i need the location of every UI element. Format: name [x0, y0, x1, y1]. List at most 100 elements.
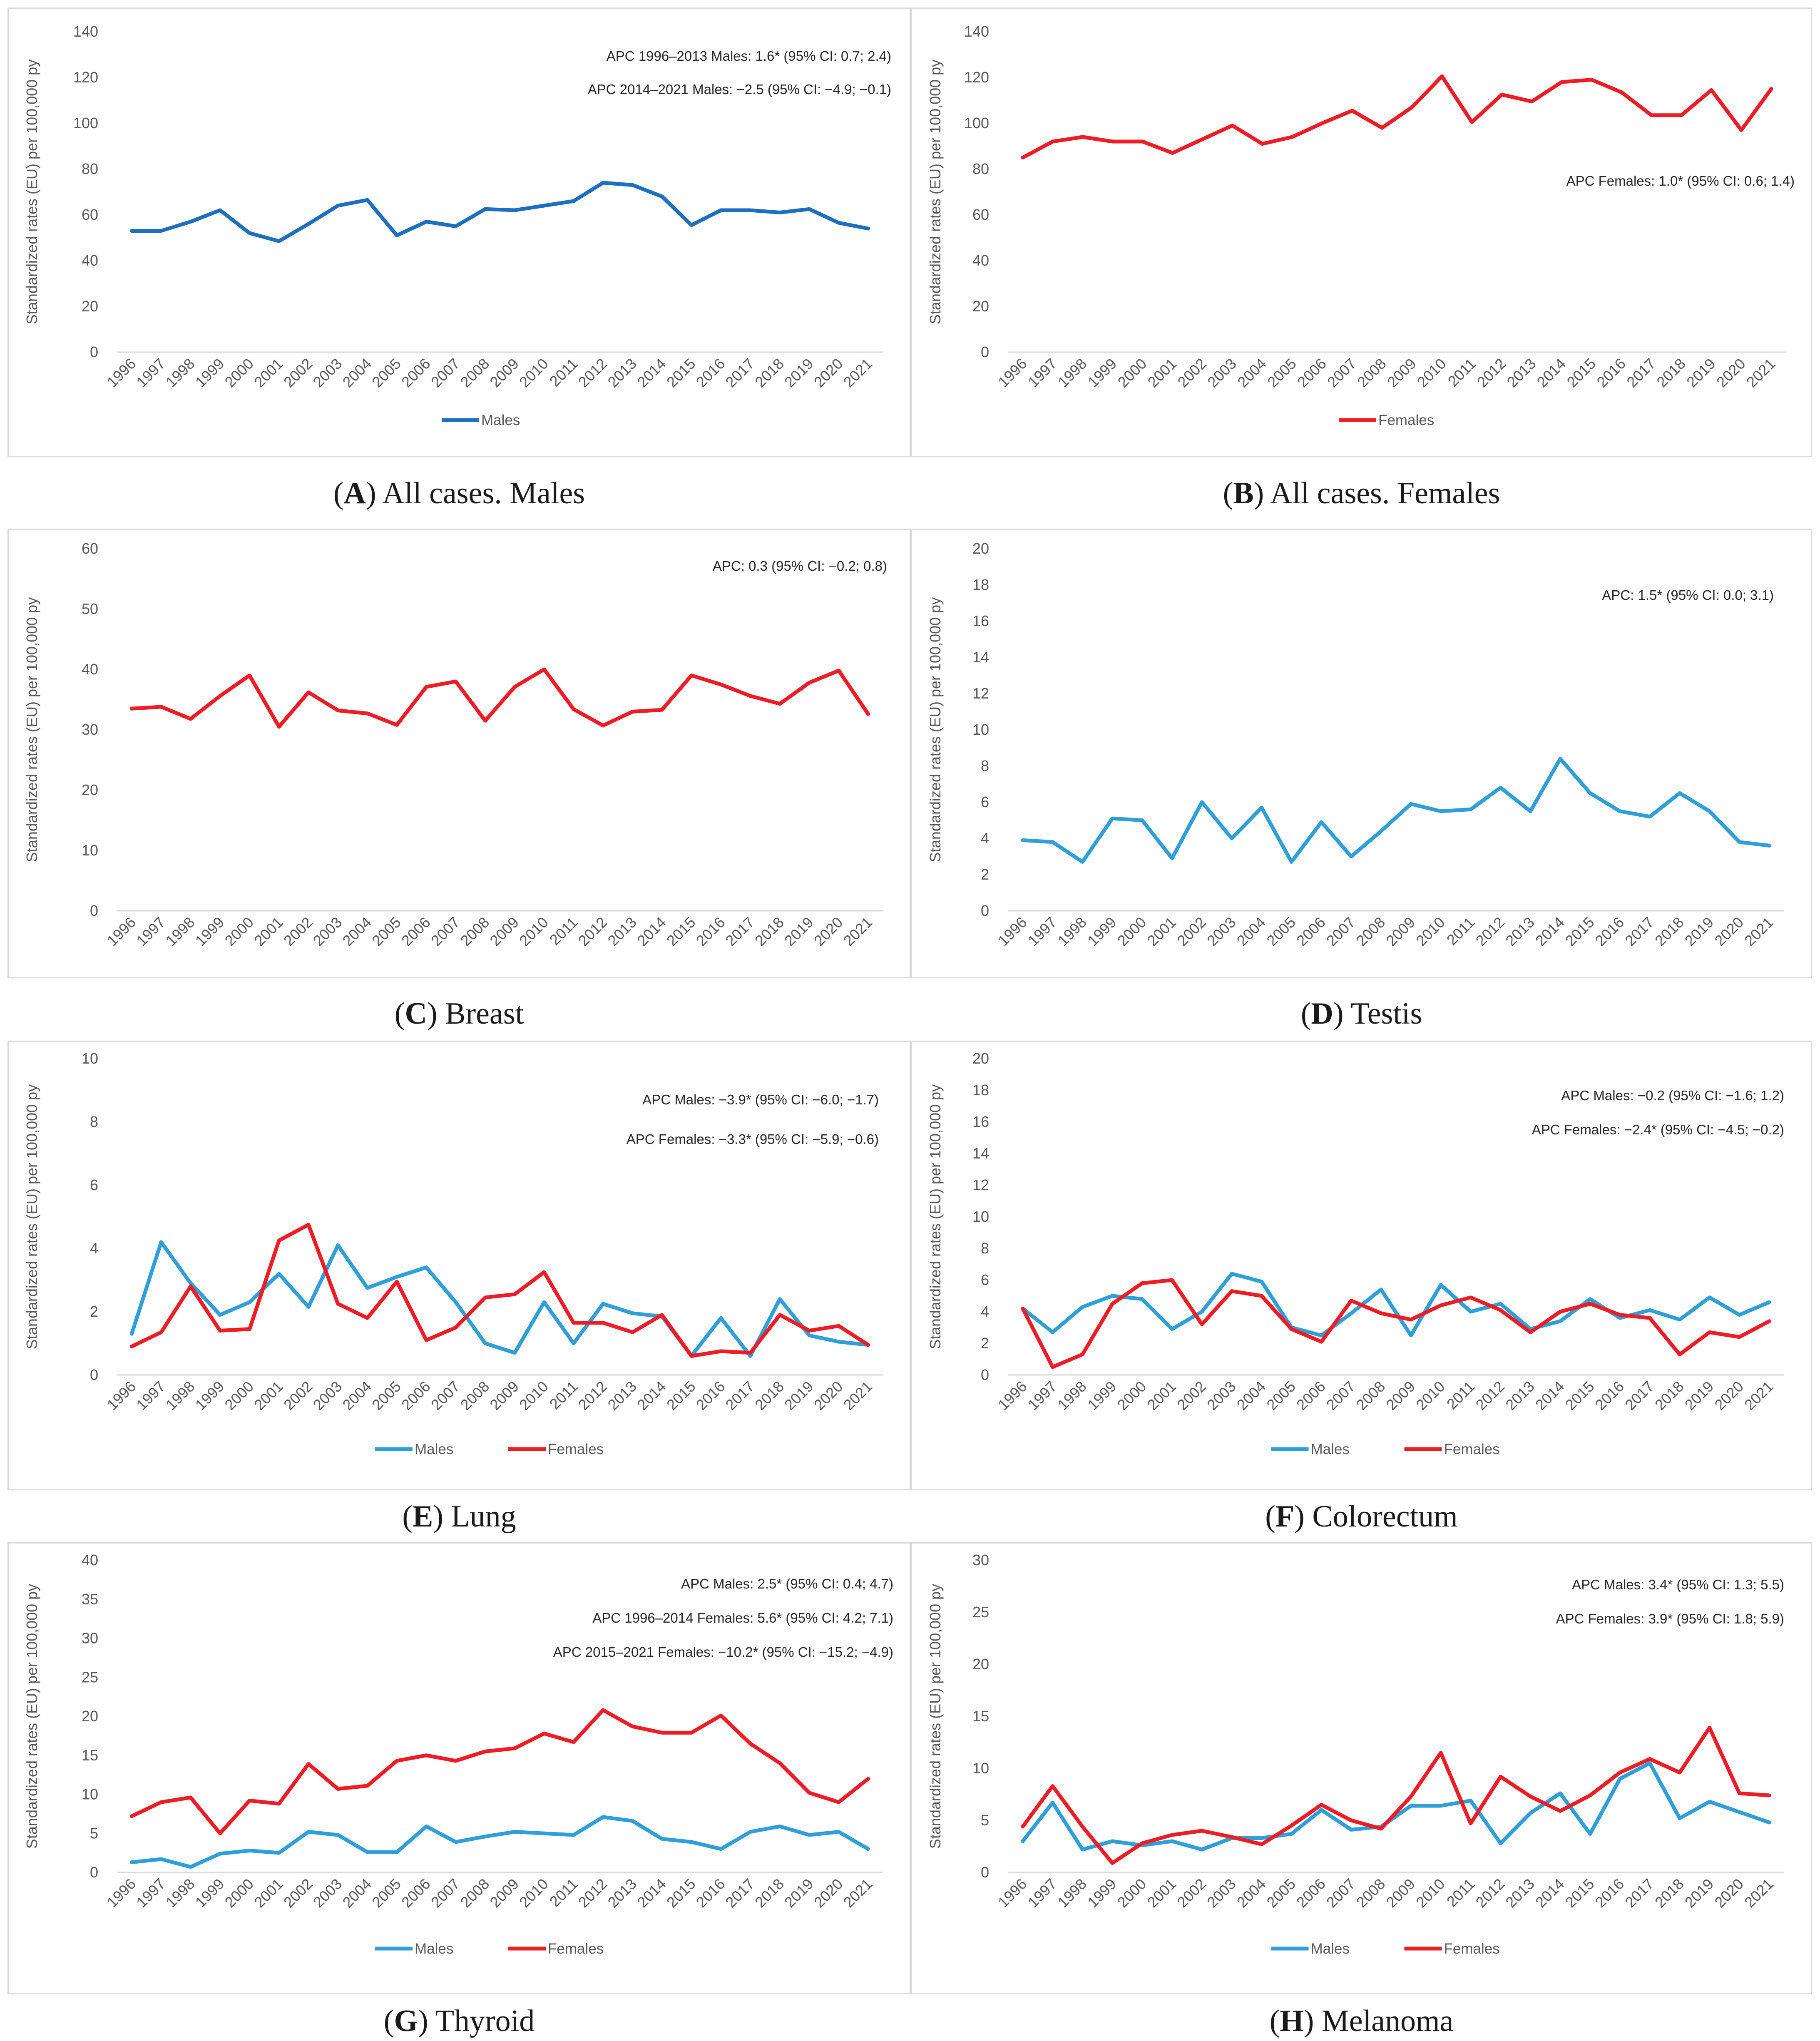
y-tick-label-c: 60 [82, 540, 98, 557]
y-tick-label-f: 14 [972, 1145, 989, 1162]
x-tick-label-g: 2005 [368, 1875, 404, 1911]
y-tick-label-f: 8 [981, 1240, 989, 1257]
x-tick-label-f: 2019 [1681, 1378, 1717, 1414]
x-tick-label-e: 2014 [634, 1378, 669, 1414]
caption-a-letter: A [343, 476, 366, 510]
chart-f: Standardized rates (EU) per 100,000 py 0 2… [927, 1050, 1784, 1457]
caption-a: (A) All cases. Males [333, 476, 585, 510]
x-tick-label-g: 2006 [398, 1875, 434, 1911]
x-tick-label-e: 2015 [663, 1378, 699, 1414]
x-tick-label-d: 1997 [1024, 914, 1060, 950]
x-tick-label-e: 2019 [781, 1378, 817, 1414]
x-tick-label-f: 2006 [1293, 1378, 1329, 1414]
apc-annotation-b: APC Females: 1.0* (95% CI: 0.6; 1.4) [1566, 173, 1795, 189]
x-tick-label-a: 2012 [575, 355, 611, 391]
caption-e-letter: E [412, 1499, 433, 1534]
caption-a-title: All cases. Males [382, 476, 585, 510]
caption-f: (F) Colorectum [1265, 1499, 1458, 1534]
x-tick-label-d: 1998 [1054, 914, 1090, 950]
chart-a: Standardized rates (EU) per 100,000 py 0 2… [23, 23, 891, 428]
series-line-females-g [129, 1708, 870, 1835]
y-tick-label-c: 10 [82, 842, 98, 859]
y-axis-title-d: Standardized rates (EU) per 100,000 py [927, 597, 944, 862]
x-tick-label-a: 2014 [634, 355, 669, 391]
x-tick-label-e: 2018 [751, 1378, 787, 1414]
x-tick-label-b: 2009 [1384, 355, 1420, 391]
chart-panel-c: Standardized rates (EU) per 100,000 py 0 1… [7, 529, 911, 978]
x-tick-label-c: 2005 [368, 914, 404, 950]
caption-f-letter: F [1275, 1499, 1295, 1534]
x-tick-label-d: 2000 [1114, 914, 1150, 950]
x-tick-label-a: 2010 [516, 355, 552, 391]
apc-annotation-f: APC Females: −2.4* (95% CI: −4.5; −0.2) [1532, 1122, 1784, 1137]
x-tick-label-e: 2021 [840, 1378, 876, 1414]
x-tick-label-f: 2014 [1532, 1378, 1568, 1414]
series-line-males-f [1021, 1272, 1771, 1337]
caption-g-letter: G [394, 2004, 418, 2038]
x-tick-label-a: 2020 [811, 355, 846, 391]
legend-label-females-b: Females [1378, 412, 1434, 428]
y-tick-label-e: 4 [90, 1240, 98, 1257]
x-tick-label-h: 2008 [1353, 1875, 1389, 1911]
x-tick-label-f: 2020 [1711, 1378, 1747, 1414]
x-tick-label-g: 2000 [221, 1875, 257, 1911]
y-tick-label-f: 0 [981, 1366, 989, 1383]
x-tick-label-f: 2008 [1353, 1378, 1389, 1414]
x-tick-label-d: 2002 [1174, 914, 1209, 950]
y-tick-label-e: 0 [90, 1366, 98, 1383]
x-tick-label-h: 2003 [1203, 1875, 1239, 1911]
x-tick-label-c: 2021 [840, 914, 876, 950]
legend-label-females-h: Females [1444, 1941, 1500, 1957]
legend-label-females-f: Females [1444, 1441, 1500, 1457]
chart-panel-f: Standardized rates (EU) per 100,000 py 0 2… [911, 1041, 1812, 1490]
x-tick-label-h: 2011 [1443, 1875, 1478, 1910]
x-tick-label-e: 2002 [280, 1378, 316, 1414]
y-axis-title-c: Standardized rates (EU) per 100,000 py [23, 597, 40, 862]
x-tick-label-f: 2021 [1741, 1378, 1777, 1414]
x-tick-label-f: 2013 [1502, 1378, 1538, 1414]
chart-panel-g: Standardized rates (EU) per 100,000 py 0 5… [7, 1542, 911, 1994]
y-tick-label-a: 60 [82, 206, 98, 223]
y-tick-label-a: 80 [82, 160, 98, 177]
x-tick-label-b: 2017 [1623, 355, 1659, 391]
x-tick-label-e: 2012 [575, 1378, 611, 1414]
x-tick-label-d: 2016 [1592, 914, 1628, 950]
y-tick-label-h: 20 [972, 1656, 989, 1673]
x-tick-label-f: 2018 [1651, 1378, 1687, 1414]
caption-b-letter: B [1233, 476, 1254, 510]
x-tick-label-h: 2010 [1412, 1875, 1448, 1911]
x-tick-label-e: 1996 [103, 1378, 139, 1414]
chart-b: Standardized rates (EU) per 100,000 py 0 2… [927, 23, 1795, 428]
x-tick-label-b: 2011 [1445, 355, 1479, 390]
chart-d: Standardized rates (EU) per 100,000 py 0 2… [927, 540, 1784, 950]
y-tick-label-d: 6 [981, 793, 989, 810]
apc-annotation-f: APC Males: −0.2 (95% CI: −1.6; 1.2) [1561, 1088, 1784, 1103]
x-tick-label-c: 1996 [103, 914, 139, 950]
x-tick-label-f: 2005 [1263, 1378, 1299, 1414]
y-tick-label-b: 100 [964, 114, 989, 132]
x-tick-label-a: 2016 [693, 355, 728, 391]
caption-c: (C) Breast [394, 997, 524, 1031]
x-tick-label-e: 2007 [428, 1378, 463, 1414]
x-tick-label-f: 2010 [1412, 1378, 1448, 1414]
legend-label-females-e: Females [548, 1441, 604, 1457]
x-tick-label-h: 2018 [1651, 1875, 1687, 1911]
x-tick-label-b: 2008 [1354, 355, 1390, 391]
x-tick-label-h: 2004 [1233, 1875, 1269, 1911]
apc-annotation-h: APC Males: 3.4* (95% CI: 1.3; 5.5) [1572, 1577, 1784, 1592]
y-tick-label-b: 0 [981, 343, 989, 360]
x-tick-label-c: 2013 [604, 914, 640, 950]
apc-annotation-a: APC 2014–2021 Males: −2.5 (95% CI: −4.9;… [588, 82, 891, 97]
y-axis-title-g: Standardized rates (EU) per 100,000 py [23, 1584, 40, 1849]
x-tick-label-b: 2005 [1264, 355, 1300, 391]
x-tick-label-f: 2011 [1443, 1378, 1478, 1413]
chart-panel-a: Standardized rates (EU) per 100,000 py 0 2… [7, 7, 911, 457]
x-tick-label-d: 2015 [1562, 914, 1598, 950]
x-tick-label-e: 1997 [133, 1378, 169, 1414]
x-tick-label-a: 2019 [781, 355, 817, 391]
legend-label-males-h: Males [1311, 1941, 1350, 1957]
x-tick-label-b: 2021 [1743, 355, 1779, 391]
x-tick-label-b: 2003 [1204, 355, 1240, 391]
x-tick-label-c: 2016 [693, 914, 728, 950]
caption-c-letter: C [405, 997, 427, 1031]
